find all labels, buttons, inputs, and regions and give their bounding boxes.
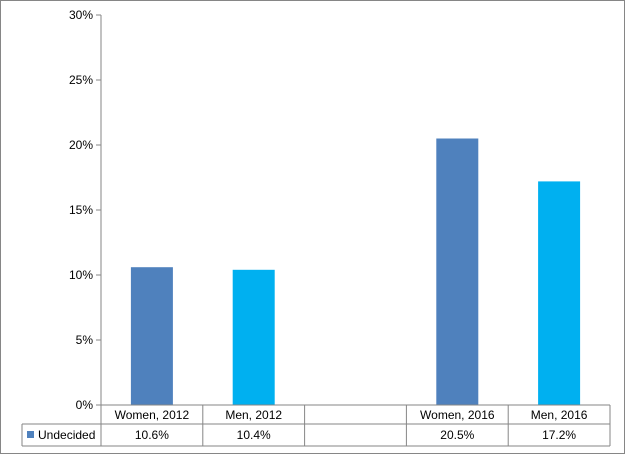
x-tick-label: Men, 2012: [225, 408, 282, 422]
bar: [538, 181, 581, 405]
data-label: 10.4%: [237, 428, 271, 442]
y-tick-label: 5%: [76, 333, 94, 347]
y-tick-label: 25%: [69, 73, 93, 87]
y-tick-label: 0%: [76, 398, 94, 412]
y-axis: 0% 5% 10% 15% 20% 25% 30%: [69, 8, 102, 412]
data-table: Women, 2012 Men, 2012 Women, 2016 Men, 2016…: [21, 404, 611, 447]
bar: [436, 138, 479, 405]
y-tick-label: 30%: [69, 8, 93, 22]
legend-swatch: [27, 431, 34, 438]
data-label: 20.5%: [440, 428, 474, 442]
x-tick-label: Men, 2016: [531, 408, 588, 422]
y-tick-label: 15%: [69, 203, 93, 217]
legend-label: Undecided: [38, 428, 95, 442]
y-tick-label: 10%: [69, 268, 93, 282]
bar: [130, 267, 173, 405]
bars: [130, 138, 581, 405]
x-tick-label: Women, 2012: [115, 408, 190, 422]
bar: [232, 269, 275, 405]
y-tick-label: 20%: [69, 138, 93, 152]
data-label: 10.6%: [135, 428, 169, 442]
data-label: 17.2%: [542, 428, 576, 442]
x-tick-label: Women, 2016: [420, 408, 495, 422]
